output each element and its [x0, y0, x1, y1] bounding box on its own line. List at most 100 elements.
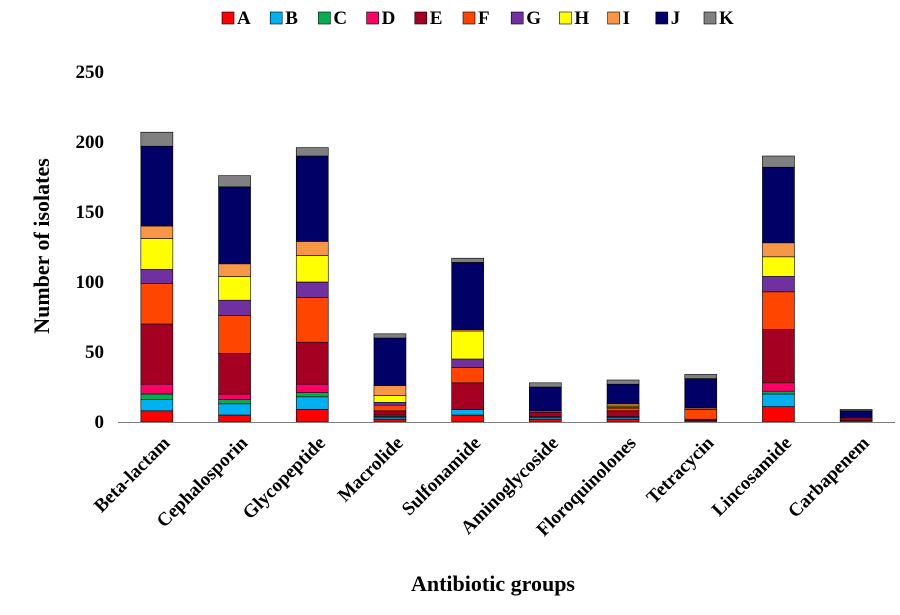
bar-segment — [762, 393, 795, 407]
bar-segment — [684, 374, 718, 379]
bar-segment — [218, 403, 251, 416]
bar-segment — [295, 297, 329, 343]
bar-segment — [140, 238, 174, 270]
y-tick-label: 100 — [76, 272, 105, 293]
bar-segment — [762, 390, 795, 395]
bar-segment — [218, 263, 251, 277]
legend-label: E — [430, 8, 443, 29]
bar-segment — [762, 242, 795, 258]
bar-segment — [218, 186, 251, 265]
bar-segment — [451, 409, 484, 416]
bar-segment — [218, 414, 251, 423]
legend-entry: G — [510, 8, 541, 29]
legend-entry: D — [366, 8, 396, 29]
bar-segment — [140, 283, 174, 325]
bar-segment — [762, 276, 795, 293]
legend-swatch — [366, 11, 379, 25]
legend-label: C — [333, 8, 347, 29]
legend-swatch — [221, 11, 235, 25]
bar-segment — [606, 407, 640, 412]
bar-segment — [373, 395, 407, 403]
bar-stack — [529, 382, 562, 423]
bar-stack — [839, 409, 873, 423]
bar-segment — [218, 315, 251, 354]
bar-segment — [606, 383, 640, 405]
legend-entry: E — [414, 8, 443, 29]
legend-swatch — [703, 11, 717, 25]
bar-segment — [140, 225, 174, 239]
bar-segment — [218, 175, 251, 188]
legend-swatch — [655, 11, 669, 25]
legend-swatch — [269, 11, 283, 25]
legend-swatch — [510, 11, 524, 25]
bar-segment — [762, 406, 795, 423]
x-axis-title: Antibiotic groups — [411, 571, 575, 596]
x-tick-label: Lincosamide — [708, 433, 796, 521]
legend-swatch — [607, 11, 620, 25]
bar-segment — [373, 333, 407, 339]
legend-entry: I — [607, 8, 630, 29]
legend-label: I — [623, 8, 630, 29]
bar-segment — [451, 367, 484, 384]
bar-segment — [451, 358, 484, 368]
bar-segment — [529, 382, 562, 388]
x-tick-label: Glycopeptide — [239, 433, 330, 524]
y-axis: 0 50 100 150 200 250 — [76, 62, 105, 433]
y-tick-label: 200 — [76, 132, 105, 153]
bar-segment — [295, 281, 329, 298]
bar-segment — [606, 418, 640, 423]
bar-segment — [762, 166, 795, 244]
legend-label: D — [382, 8, 396, 29]
bars — [140, 131, 873, 423]
bar-segment — [373, 385, 407, 396]
legend-entry: J — [655, 8, 680, 29]
bar-segment — [839, 410, 873, 419]
x-tick-label: Beta-lactam — [90, 433, 174, 517]
bar-stack — [295, 147, 329, 423]
bar-segment — [140, 131, 174, 147]
bar-segment — [295, 147, 329, 157]
bar-segment — [140, 399, 174, 412]
bar-segment — [762, 329, 795, 384]
bar-segment — [295, 396, 329, 410]
bar-segment — [140, 410, 174, 423]
bar-segment — [373, 410, 407, 416]
legend-label: H — [574, 8, 589, 29]
bar-segment — [218, 393, 251, 400]
bar-segment — [295, 341, 329, 385]
legend-swatch — [318, 11, 331, 25]
bar-segment — [295, 383, 329, 393]
legend-entry: H — [559, 8, 589, 29]
legend-label: K — [719, 8, 734, 29]
bar-segment — [839, 409, 873, 412]
legend-swatch — [559, 11, 572, 25]
bar-stack — [373, 333, 407, 423]
bar-segment — [451, 330, 484, 360]
bar-segment — [762, 291, 795, 330]
bar-segment — [295, 409, 329, 423]
bar-stack — [218, 175, 251, 423]
bar-segment — [606, 410, 640, 417]
bar-segment — [373, 402, 407, 406]
bar-segment — [140, 323, 174, 385]
legend-swatch — [414, 11, 428, 25]
bar-stack — [451, 257, 484, 423]
x-tick-label: Macrolide — [334, 433, 408, 507]
legend-label: G — [526, 8, 541, 29]
bar-segment — [373, 337, 407, 386]
bar-segment — [451, 382, 484, 410]
y-tick-label: 250 — [76, 62, 105, 83]
bar-segment — [373, 404, 407, 412]
bar-segment — [529, 411, 562, 417]
x-tick-label: Tetracycin — [643, 432, 719, 508]
y-tick-label: 150 — [76, 202, 105, 223]
bar-segment — [140, 393, 174, 400]
bar-segment — [218, 276, 251, 301]
bar-segment — [218, 399, 251, 405]
bar-segment — [684, 409, 718, 420]
bar-segment — [140, 269, 174, 284]
bar-segment — [451, 257, 484, 263]
bar-stack — [762, 155, 795, 423]
